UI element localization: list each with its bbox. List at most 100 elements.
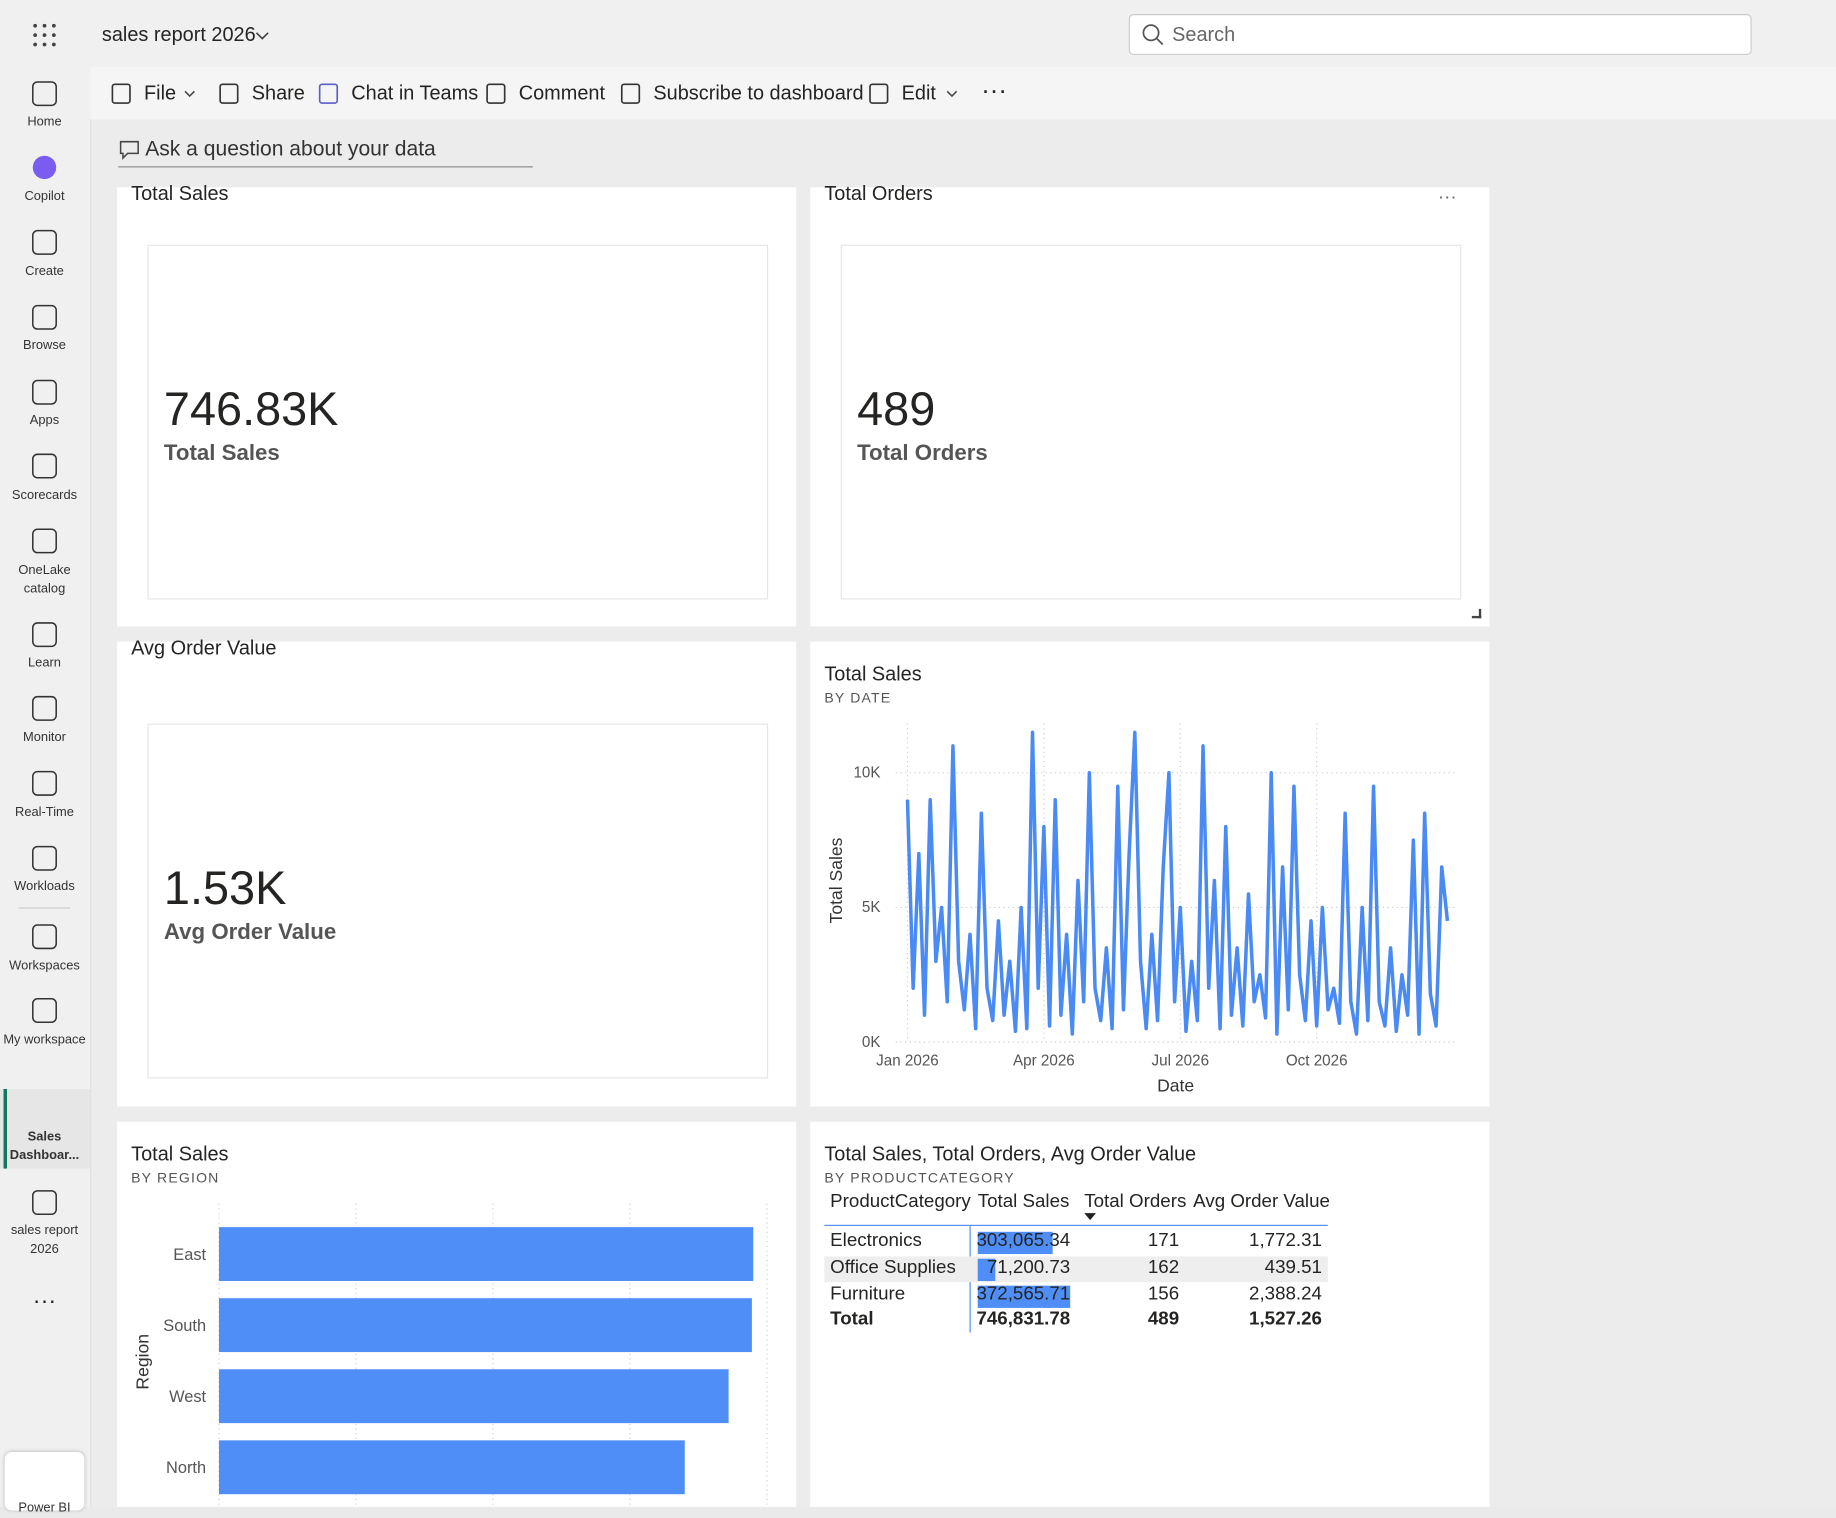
table-subtitle: BY PRODUCTCATEGORY [824, 1169, 1015, 1187]
toolbar-icon [620, 83, 641, 104]
bar [218, 1227, 754, 1281]
data-bar [977, 1258, 996, 1281]
toolbar-button[interactable]: Subscribe to dashboard [653, 81, 864, 105]
table-cell: 171 [1147, 1230, 1180, 1251]
search-box[interactable] [1128, 14, 1752, 56]
tile-title: Total Sales [131, 182, 229, 205]
y-tick-label: East [173, 1246, 206, 1264]
tile: Total Sales, Total Orders, Avg Order Val… [810, 1121, 1490, 1507]
nav-label[interactable]: OneLake catalog [18, 563, 71, 596]
y-axis-label: Total Sales [826, 837, 846, 923]
card-label: Total Orders [857, 441, 988, 467]
sort-arrow [1084, 1213, 1096, 1221]
column-header[interactable]: ProductCategory [830, 1191, 971, 1212]
nav-icon [32, 81, 57, 107]
table-cell: 71,200.73 [986, 1257, 1071, 1278]
nav-label[interactable]: Home [27, 114, 62, 129]
nav-more[interactable]: ··· [32, 1288, 57, 1314]
nav-selected-bar [3, 1088, 8, 1169]
bar [218, 1298, 752, 1353]
nav-label[interactable]: sales report 2026 [10, 1223, 79, 1257]
more-button[interactable]: ··· [981, 74, 1007, 105]
table-cell: 156 [1147, 1284, 1180, 1305]
nav-label[interactable]: Browse [23, 338, 66, 353]
table-cell: 489 [1147, 1309, 1180, 1329]
nav-icon [32, 1190, 57, 1216]
nav-icon [32, 155, 57, 180]
nav-icon [32, 304, 57, 330]
toolbar-icon [219, 83, 239, 104]
qna-icon [119, 140, 139, 160]
table-cell: Office Supplies [830, 1257, 956, 1278]
y-axis-label: Region [133, 1334, 153, 1390]
nav-label[interactable]: Copilot [24, 189, 65, 204]
bar [218, 1440, 685, 1495]
nav-label[interactable]: Workspaces [9, 958, 80, 974]
column-header[interactable]: Total Sales [977, 1191, 1070, 1212]
toolbar-button[interactable]: Comment [518, 81, 605, 105]
nav-label[interactable]: Sales Dashboar... [9, 1129, 80, 1163]
card-value: 489 [857, 384, 936, 436]
toolbar-icon [869, 83, 889, 104]
toolbar-button[interactable]: Chat in Teams [351, 81, 479, 105]
header-underline [824, 1224, 1328, 1226]
column-header[interactable]: Total Orders [1084, 1191, 1187, 1212]
table-cell: 162 [1147, 1257, 1180, 1278]
nav-label[interactable]: Monitor [23, 730, 66, 745]
nav-label[interactable]: My workspace [3, 1032, 86, 1047]
nav-label[interactable]: Learn [28, 655, 61, 670]
qna-input[interactable]: Ask a question about your data [145, 136, 436, 161]
card-label: Total Sales [163, 441, 280, 467]
y-tick-label: North [166, 1459, 206, 1477]
x-tick-label: Oct 2026 [1286, 1053, 1348, 1070]
chart-title: Total Sales [824, 662, 922, 685]
nav-label[interactable]: Workloads [14, 879, 75, 894]
y-tick-label: 5K [862, 899, 881, 916]
waffle-icon[interactable] [32, 22, 58, 48]
nav-label[interactable]: Real-Time [15, 805, 74, 820]
toolbar-button[interactable]: File [144, 81, 177, 105]
chevron [255, 32, 269, 40]
table-cell: Electronics [830, 1230, 922, 1251]
toolbar-icons [111, 83, 958, 104]
x-tick-label: Jul 2026 [1152, 1053, 1210, 1070]
card-box: 1.53K Avg Order Value [147, 723, 769, 1079]
nav-icon [32, 528, 57, 554]
table-cell: 303,065.34 [976, 1230, 1071, 1251]
toolbar-button[interactable]: Share [251, 81, 305, 105]
x-tick-label: Jan 2026 [876, 1053, 939, 1070]
resize-handle [1471, 608, 1482, 619]
toolbar-button[interactable]: Edit [901, 81, 936, 105]
nav-icon [32, 845, 57, 871]
nav-icon [32, 229, 57, 255]
nav-label[interactable]: Create [25, 264, 64, 279]
nav-icon [32, 998, 57, 1023]
search-placeholder: Search [1172, 23, 1236, 46]
nav-selected [0, 1088, 91, 1169]
data-bar [977, 1231, 1053, 1255]
y-tick-label: West [169, 1388, 206, 1406]
nav-icon [32, 453, 57, 479]
table-cell: 2,388.24 [1249, 1284, 1322, 1305]
data-bar [977, 1285, 1071, 1308]
nav-icon [32, 379, 57, 405]
tile-title: Total Orders [824, 182, 933, 205]
chevron [184, 90, 195, 98]
row-band [824, 1256, 1328, 1283]
nav-label[interactable]: Apps [29, 413, 60, 428]
toolbar-icon [486, 83, 506, 104]
table-cell: 1,772.31 [1249, 1230, 1322, 1251]
tile-menu[interactable]: ··· [1437, 187, 1457, 208]
card-box: 746.83K Total Sales [147, 244, 769, 600]
nav-label[interactable]: Scorecards [11, 488, 78, 503]
table-cell: 1,527.26 [1249, 1309, 1322, 1329]
toolbar-icon [111, 83, 131, 104]
table-cell: 746,831.78 [976, 1309, 1071, 1329]
report-title[interactable]: sales report 2026 [101, 23, 256, 46]
tile: Avg Order Value 1.53K Avg Order Value [117, 637, 797, 1107]
card-box: 489 Total Orders [840, 244, 1462, 600]
column-header[interactable]: Avg Order Value [1193, 1191, 1330, 1212]
